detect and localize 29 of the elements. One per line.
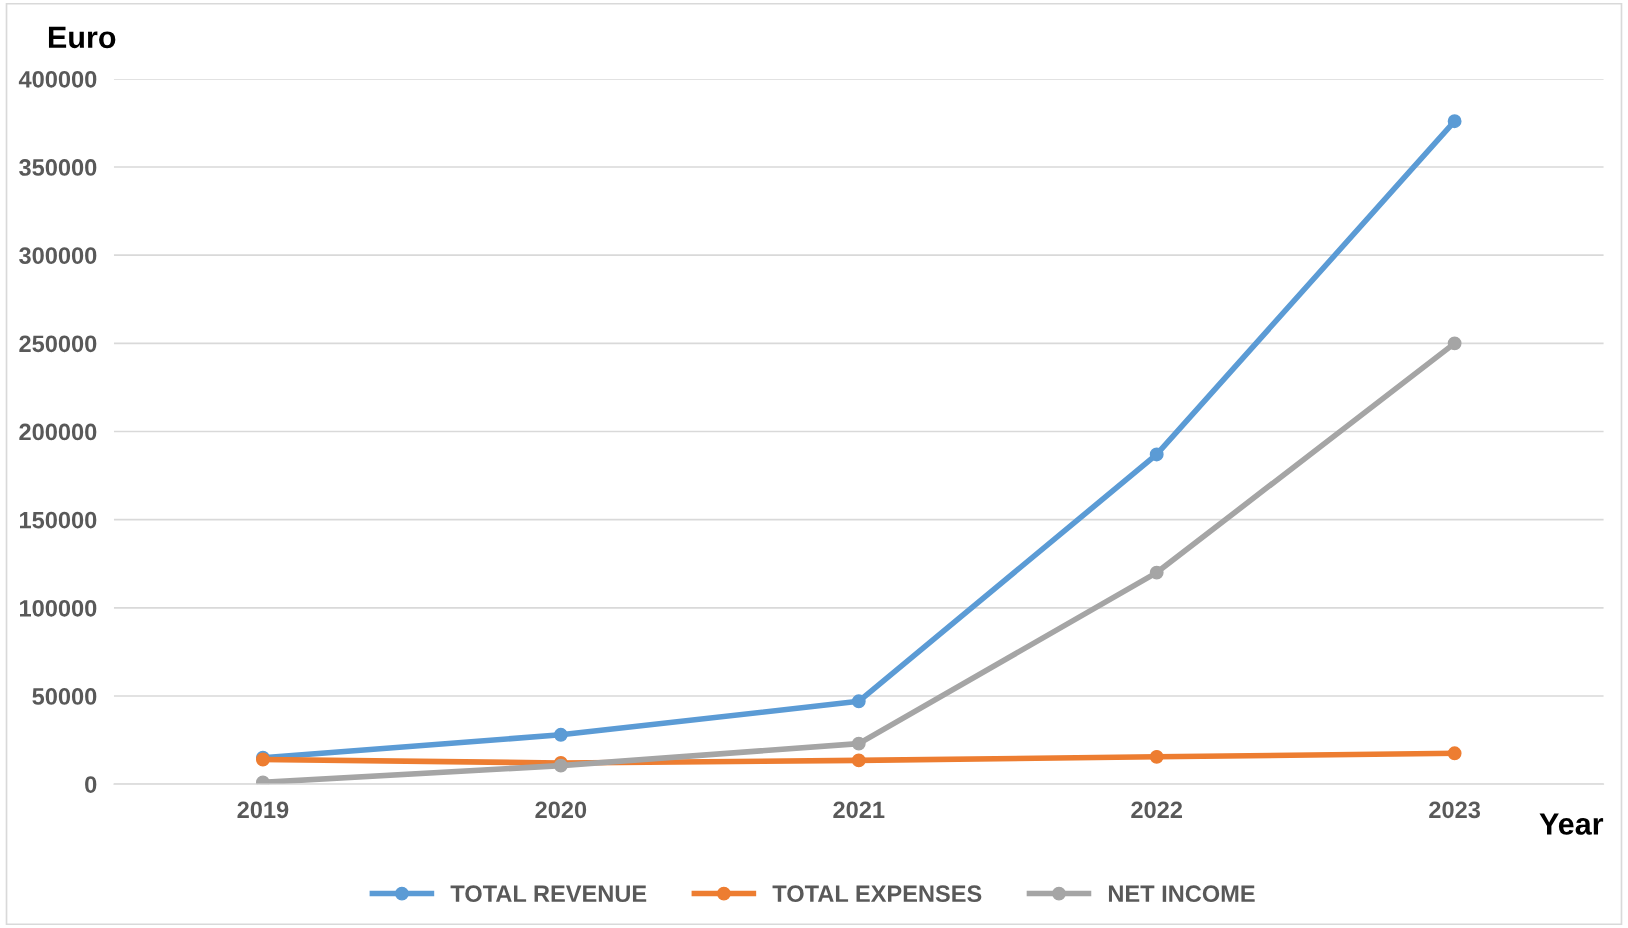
point xyxy=(553,727,568,742)
point xyxy=(851,736,866,751)
point xyxy=(1447,114,1462,129)
point xyxy=(1447,336,1462,351)
point xyxy=(1149,565,1164,580)
y-tick-label: 350000 xyxy=(19,159,97,176)
x-tick-label: 2019 xyxy=(237,801,289,819)
point xyxy=(1447,746,1462,761)
x-tick-label: 2022 xyxy=(1131,801,1183,819)
y-tick-label: 50000 xyxy=(32,688,97,705)
x-tick-label: 2023 xyxy=(1429,801,1481,819)
legend-label: TOTAL REVENUE xyxy=(450,885,647,903)
x-tick-label: 2021 xyxy=(833,801,885,819)
y-tick-label: 150000 xyxy=(20,511,97,529)
x-tick-label: 2020 xyxy=(535,801,587,819)
y-tick-label: 0 xyxy=(85,776,97,793)
y-tick-label: 200000 xyxy=(19,423,97,441)
legend-label: NET INCOME xyxy=(1108,885,1255,903)
y-axis-title: Euro xyxy=(48,26,116,49)
point xyxy=(1149,447,1164,462)
y-tick-label: 400000 xyxy=(18,70,97,88)
point xyxy=(1149,749,1164,764)
y-tick-label: 100000 xyxy=(20,599,97,617)
legend-label: TOTAL EXPENSES xyxy=(772,885,982,903)
y-tick-label: 300000 xyxy=(19,247,97,265)
point xyxy=(851,694,866,709)
x-axis-title: Year xyxy=(1539,813,1604,835)
y-tick-label: 250000 xyxy=(19,335,97,353)
point xyxy=(851,753,866,768)
